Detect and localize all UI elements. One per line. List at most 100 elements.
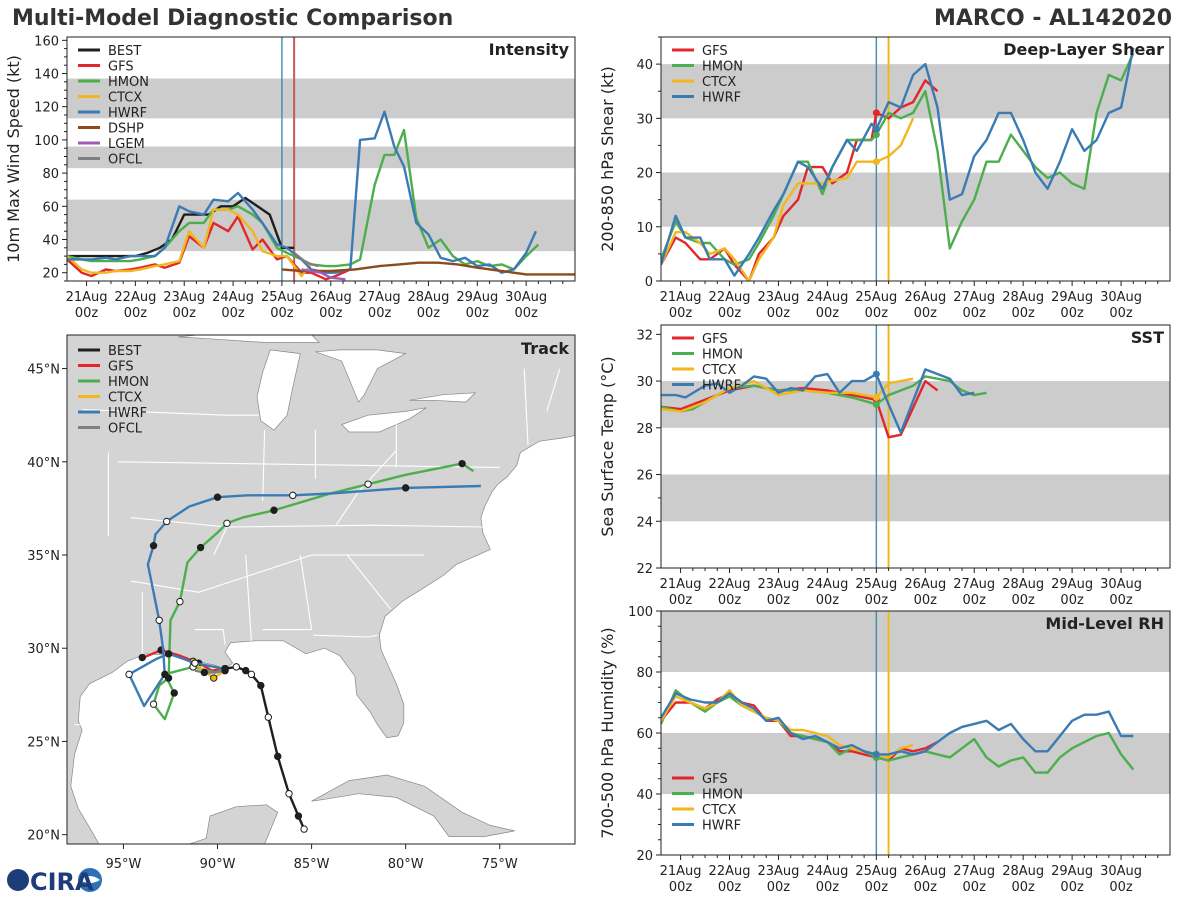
- shear-ytick-label: 30: [636, 112, 653, 127]
- rh-ytick-label: 100: [628, 605, 653, 620]
- track-point-hwrf: [149, 541, 158, 550]
- intensity-panel: 2040608010012014016021Aug00z22Aug00z23Au…: [4, 34, 576, 321]
- track-point-hwrf: [213, 493, 222, 501]
- intensity-line-best: [67, 196, 295, 258]
- lon-tick-label: 95°W: [105, 857, 141, 872]
- track-point-hwrf: [191, 659, 199, 667]
- rh-xtick-label: 27Aug: [953, 864, 995, 879]
- shear-init-dot-hmon: [872, 131, 880, 139]
- shear-xtick-label: 30Aug: [1100, 290, 1142, 305]
- sst-xtick-label: 29Aug: [1051, 577, 1093, 592]
- state-border-18: [546, 368, 561, 412]
- shear-xtick-sub: 00z: [914, 306, 938, 321]
- lat-tick-label: 30°N: [27, 642, 60, 657]
- track-hwrf: [127, 484, 481, 708]
- sst-xtick-sub: 00z: [669, 593, 693, 608]
- state-border-13: [213, 526, 228, 556]
- legend-label-lgem: LGEM: [108, 137, 145, 152]
- state-border-1: [117, 461, 500, 468]
- state-border-10: [262, 430, 266, 501]
- logo-text: CIRA: [30, 868, 94, 896]
- sst-xtick-sub: 00z: [914, 593, 938, 608]
- track-point-hwrf: [155, 616, 163, 624]
- sst-xtick-label: 23Aug: [757, 577, 799, 592]
- rh-xtick-sub: 00z: [816, 880, 840, 895]
- legend-label-hmon: HMON: [702, 788, 743, 803]
- rh-ytick-label: 80: [636, 666, 653, 681]
- rh-title: Mid-Level RH: [1045, 614, 1164, 633]
- intensity-xtick-sub: 00z: [221, 306, 245, 321]
- shear-line-hwrf: [661, 47, 1135, 277]
- intensity-xtick-sub: 00z: [173, 306, 197, 321]
- intensity-title: Intensity: [489, 40, 570, 59]
- state-border-3: [130, 554, 425, 593]
- legend-label-gfs: GFS: [702, 332, 728, 347]
- rh-xtick-label: 30Aug: [1100, 864, 1142, 879]
- track-point-hwrf: [164, 650, 173, 658]
- legend-label-gfs: GFS: [702, 772, 728, 787]
- shear-series: [661, 47, 1135, 281]
- lon-tick-label: 85°W: [294, 857, 330, 872]
- sst-xtick-sub: 00z: [1109, 593, 1133, 608]
- legend-label-hwrf: HWRF: [702, 379, 741, 394]
- great-lake-2: [315, 349, 407, 403]
- sst-line-hwrf: [661, 368, 975, 434]
- lon-tick-label: 80°W: [388, 857, 424, 872]
- rh-xtick-label: 23Aug: [757, 864, 799, 879]
- intensity-xtick-sub: 00z: [270, 306, 294, 321]
- sst-init-dot-hwrf: [872, 370, 880, 378]
- sst-line-gfs: [661, 379, 939, 439]
- shear-xtick-label: 28Aug: [1002, 290, 1044, 305]
- sst-xtick-sub: 00z: [1011, 593, 1035, 608]
- intensity-ytick-label: 140: [34, 68, 59, 83]
- shear-xtick-sub: 00z: [816, 306, 840, 321]
- track-point-ctcx: [210, 674, 218, 682]
- lat-tick-label: 45°N: [27, 363, 60, 378]
- sst-xtick-sub: 00z: [1060, 593, 1084, 608]
- sst-series: [661, 368, 987, 439]
- sst-xtick-sub: 00z: [963, 593, 987, 608]
- intensity-xtick-sub: 00z: [514, 306, 538, 321]
- rh-xtick-sub: 00z: [669, 880, 693, 895]
- track-point-gfs: [138, 653, 146, 662]
- sst-xtick-sub: 00z: [767, 593, 791, 608]
- intensity-line-ofcl: [293, 251, 319, 268]
- sst-xtick-label: 30Aug: [1100, 577, 1142, 592]
- sst-xtick-label: 28Aug: [1002, 577, 1044, 592]
- track-point-ofcl: [221, 666, 229, 675]
- shear-xtick-label: 22Aug: [709, 290, 751, 305]
- shear-band-0: [661, 172, 1170, 227]
- shear-ytick-label: 10: [636, 221, 653, 236]
- intensity-ylabel: 10m Max Wind Speed (kt): [4, 55, 23, 263]
- sst-panel: 22242628303221Aug00z22Aug00z23Aug00z24Au…: [598, 324, 1171, 608]
- intensity-band-2: [67, 78, 575, 119]
- legend-label-hmon: HMON: [108, 75, 149, 90]
- shear-xtick-sub: 00z: [718, 306, 742, 321]
- sst-xtick-sub: 00z: [718, 593, 742, 608]
- legend-label-hwrf: HWRF: [108, 106, 147, 121]
- track-title: Track: [521, 339, 569, 358]
- shear-xtick-label: 25Aug: [855, 290, 897, 305]
- intensity-xtick-label: 25Aug: [261, 290, 303, 305]
- lon-tick-label: 90°W: [200, 857, 236, 872]
- intensity-xtick-label: 21Aug: [66, 290, 108, 305]
- track-point-best: [242, 666, 250, 675]
- rh-xtick-sub: 00z: [1109, 880, 1133, 895]
- rh-xtick-label: 24Aug: [806, 864, 848, 879]
- sst-init-dot-hmon: [872, 400, 880, 408]
- rh-band-0: [661, 733, 1170, 794]
- shear-xtick-label: 21Aug: [660, 290, 702, 305]
- legend-label-hwrf: HWRF: [702, 91, 741, 106]
- track-point-best: [232, 663, 241, 671]
- sst-init-dot-ctcx: [872, 393, 880, 401]
- intensity-line-dshp: [281, 261, 575, 276]
- track-point-best: [257, 681, 265, 690]
- rh-xtick-sub: 00z: [865, 880, 889, 895]
- legend-label-ctcx: CTCX: [108, 91, 142, 106]
- sst-ytick-label: 24: [636, 515, 653, 530]
- cira-logo: CIRA: [7, 868, 102, 896]
- legend-label-hwrf: HWRF: [108, 406, 147, 421]
- rh-ytick-label: 20: [636, 849, 653, 864]
